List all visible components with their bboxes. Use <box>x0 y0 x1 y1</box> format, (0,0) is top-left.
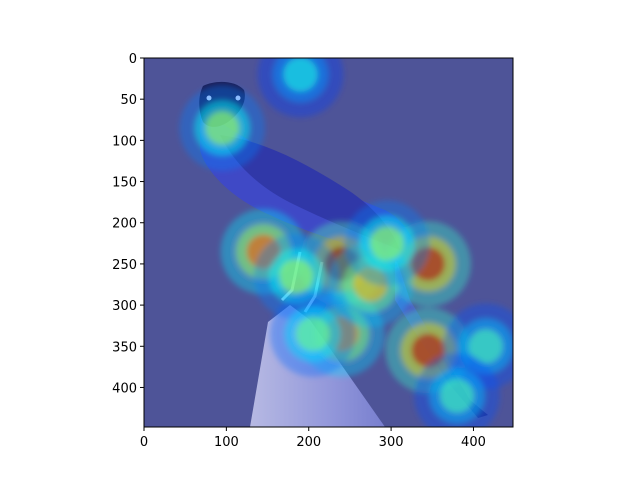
y-tick-label: 50 <box>120 93 137 108</box>
y-axis: 0 50 100 150 200 250 300 350 400 <box>112 52 144 396</box>
x-axis: 0 100 200 300 400 <box>140 427 486 450</box>
x-tick-label: 0 <box>140 435 148 450</box>
heatmap-overlay <box>179 58 513 427</box>
y-tick-label: 350 <box>112 340 137 355</box>
x-tick-label: 100 <box>214 435 239 450</box>
y-tick-label: 100 <box>112 134 137 149</box>
y-tick-label: 300 <box>112 299 137 314</box>
heat-spot-7-layer-2 <box>369 226 405 261</box>
x-tick-label: 400 <box>461 435 486 450</box>
y-tick-label: 400 <box>112 381 137 396</box>
heat-spot-10-layer-2 <box>468 329 503 364</box>
y-tick-label: 150 <box>112 176 137 191</box>
y-tick-label: 200 <box>112 217 137 232</box>
heat-spot-8-layer-2 <box>205 110 240 146</box>
heat-spot-6-layer-2 <box>279 259 314 294</box>
heat-spot-11-layer-2 <box>439 378 475 413</box>
plot-frame <box>143 57 514 428</box>
x-tick-label: 200 <box>296 435 321 450</box>
heat-spot-9-layer-2 <box>295 316 330 352</box>
y-tick-label: 250 <box>112 258 137 273</box>
x-tick-label: 300 <box>379 435 404 450</box>
heat-spot-12-layer-2 <box>283 58 318 92</box>
y-tick-label: 0 <box>129 52 137 67</box>
